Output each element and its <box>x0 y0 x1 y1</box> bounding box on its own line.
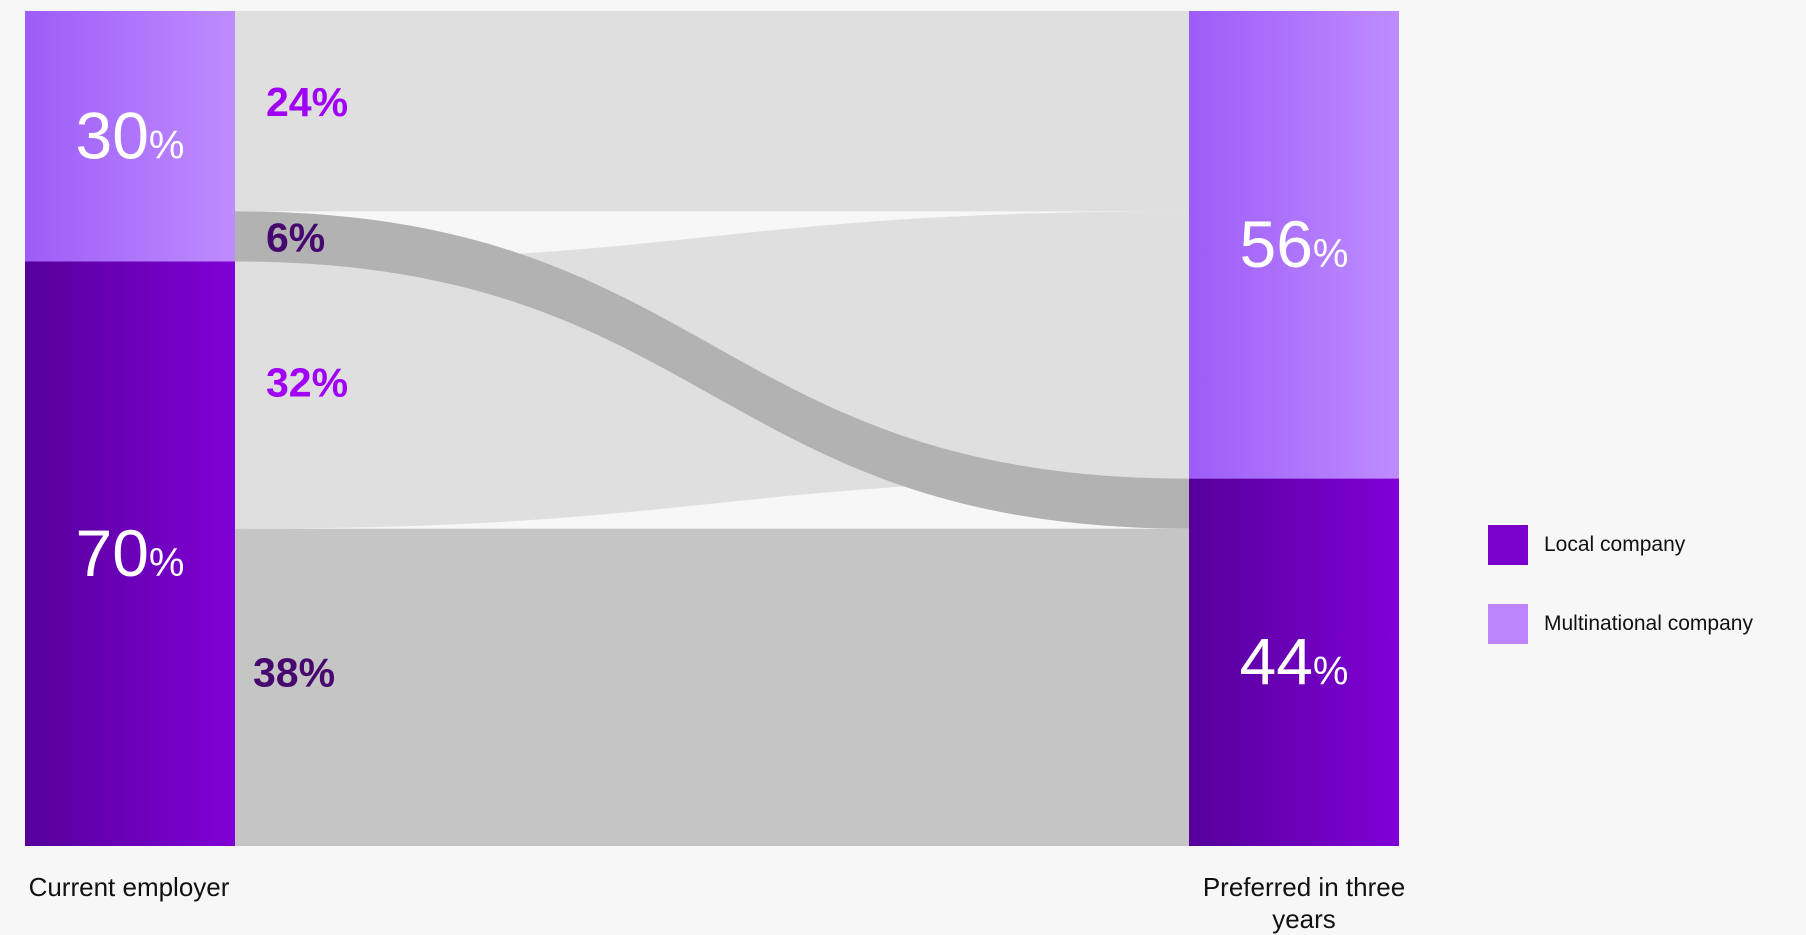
legend-swatch-local <box>1488 525 1528 565</box>
flow-local-to-local <box>235 528 1189 846</box>
source-node-multinational <box>25 11 235 262</box>
legend-item-local: Local company <box>1488 525 1753 565</box>
flow-label-multinational-to-multinational: 24% <box>266 79 348 125</box>
legend-swatch-multinational <box>1488 604 1528 644</box>
source-node-local-label: 70% <box>76 516 185 590</box>
legend: Local company Multinational company <box>1488 525 1753 683</box>
target-node-multinational <box>1189 11 1399 479</box>
flow-label-multinational-to-local: 6% <box>266 214 325 260</box>
legend-item-multinational: Multinational company <box>1488 604 1753 644</box>
legend-label-multinational: Multinational company <box>1544 612 1753 635</box>
source-axis-caption: Current employer <box>28 872 230 902</box>
flow-label-local-to-local: 38% <box>253 649 335 695</box>
legend-label-local: Local company <box>1544 533 1686 556</box>
source-node-local <box>25 261 235 846</box>
target-axis-caption: Preferred in three years <box>1202 872 1406 934</box>
flow-label-local-to-multinational: 32% <box>266 360 348 406</box>
flow-multinational-to-multinational <box>235 11 1189 212</box>
source-node-multinational-label: 30% <box>76 98 185 172</box>
target-node-multinational-label: 56% <box>1240 207 1349 281</box>
flow-multinational-to-local <box>235 211 1189 529</box>
target-node-local-label: 44% <box>1240 624 1349 698</box>
target-node-local <box>1189 478 1399 846</box>
